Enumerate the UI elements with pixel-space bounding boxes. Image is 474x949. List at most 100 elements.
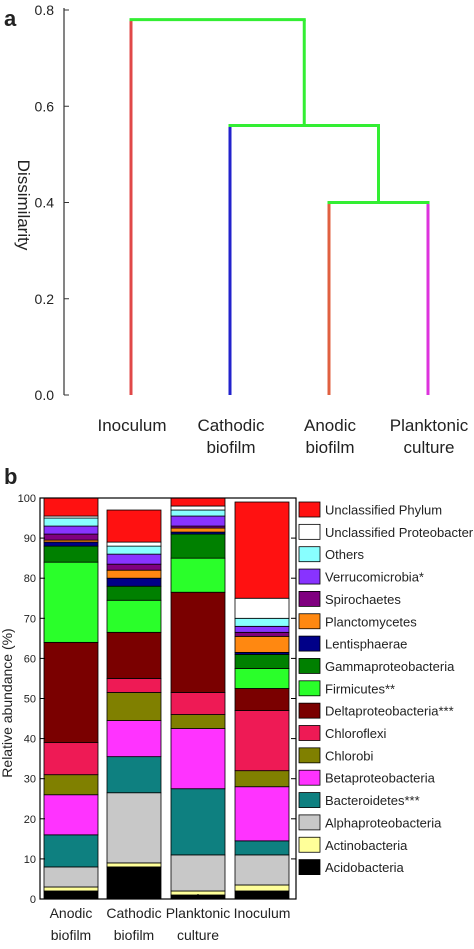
legend-label: Betaproteobacteria <box>325 771 436 786</box>
bar-segment <box>234 786 290 842</box>
bar-segment <box>43 541 99 547</box>
dendrogram-leaf-label: Planktonic <box>390 416 469 435</box>
bar-segment <box>43 525 99 535</box>
legend-swatch <box>298 635 321 652</box>
dendrogram-tick-label: 0.6 <box>35 98 55 114</box>
dendrogram-leaf-label: biofilm <box>305 438 354 457</box>
dendrogram-leaf-label: culture <box>403 438 454 457</box>
bar-segment <box>43 886 99 892</box>
dendrogram-leaf-labels: Inoculum Cathodic biofilm Anodic biofilm Plan… <box>98 416 469 457</box>
bar-y-tick-label: 40 <box>24 734 36 746</box>
legend-swatch <box>298 613 321 630</box>
legend-swatch <box>298 591 321 607</box>
bar-segment <box>170 854 226 892</box>
bar-segment <box>234 854 290 886</box>
legend-label: Gammaproteobacteria <box>325 659 455 674</box>
bar-y-tick-label: 60 <box>24 653 36 665</box>
bar-segment <box>170 527 226 533</box>
legend-swatch <box>298 568 321 585</box>
legend-swatch <box>298 725 321 741</box>
legend-label: Alphaproteobacteria <box>325 815 442 830</box>
bar-segment <box>106 563 162 571</box>
bar-segment <box>106 866 162 900</box>
bar-segment <box>106 545 162 555</box>
bar-segment <box>170 497 226 507</box>
bar-segment <box>234 635 290 653</box>
legend-label: Lentisphaerae <box>325 637 407 652</box>
bar-segment <box>43 545 99 563</box>
bar-category-label: biofilm <box>114 927 154 943</box>
bar-segment <box>43 561 99 643</box>
bar-segment <box>106 569 162 579</box>
bar-segment <box>234 617 290 627</box>
legend-swatch <box>298 680 321 697</box>
bar-category-label: culture <box>177 927 219 943</box>
bar-segment <box>43 774 99 796</box>
bar-segment <box>106 599 162 633</box>
bar-segment <box>234 688 290 711</box>
bar-segment <box>43 866 99 888</box>
legend-swatch <box>298 792 321 808</box>
bar-segment <box>234 770 290 788</box>
legend-label: Planctomycetes <box>325 614 417 629</box>
bar-plot-frame: 0 10 20 30 40 50 60 70 80 90 100 <box>18 493 297 906</box>
bar-segment <box>106 792 162 864</box>
dendrogram-tick-label: 0.0 <box>35 387 55 403</box>
legend-label: Unclassified Phylum <box>325 503 442 518</box>
bar-segment <box>43 834 99 868</box>
legend-swatch <box>298 702 321 719</box>
legend-swatch <box>298 814 321 831</box>
bar-segment <box>43 742 99 776</box>
bar-y-tick-label: 70 <box>24 613 36 625</box>
panel-a-label: a <box>4 6 17 31</box>
legend-label: Unclassified Proteobacteria <box>325 525 474 540</box>
bar-segment <box>234 653 290 669</box>
dendrogram-tick-label: 0.4 <box>35 195 55 211</box>
bar-y-tick-label: 50 <box>24 694 36 706</box>
dendrogram-tick-label: 0.8 <box>35 2 55 18</box>
dendrogram-panel: a 0.0 0.2 0.4 0.6 0.8 Dissimilarity Inoculum… <box>4 2 469 457</box>
dendrogram-leaf-label: Anodic <box>304 416 356 435</box>
bar-segment <box>234 710 290 772</box>
bar-segment <box>170 714 226 729</box>
legend-label: Spirochaetes <box>325 592 401 607</box>
bar-segment <box>234 840 290 856</box>
panel-b-label: b <box>4 464 17 489</box>
legend-swatch <box>298 859 321 875</box>
bar-segment <box>43 641 99 744</box>
bar-segment <box>43 533 99 541</box>
bar-segment <box>234 597 290 619</box>
bar-segment <box>106 678 162 693</box>
bar-segment <box>234 884 290 892</box>
bar-segment <box>106 541 162 547</box>
bar-segment <box>170 788 226 856</box>
dendrogram-leaf-label: Inoculum <box>98 416 167 435</box>
bar-segment <box>234 625 290 633</box>
legend-swatch <box>298 747 321 764</box>
dendrogram-y-axis-label: Dissimilarity <box>14 160 33 251</box>
legend-swatch <box>298 501 321 518</box>
dendrogram-leaves <box>129 19 430 395</box>
legend-swatch <box>298 658 321 674</box>
legend-swatch <box>298 523 321 540</box>
legend-label: Bacteroidetes*** <box>325 793 420 808</box>
dendrogram-leaf-label: Cathodic <box>197 416 265 435</box>
bar-segment <box>106 585 162 601</box>
bar-segment <box>170 533 226 559</box>
dendrogram-leaf-label: biofilm <box>206 438 255 457</box>
bar-y-axis-label: Relative abundance (%) <box>0 628 15 777</box>
bar-segment <box>106 692 162 721</box>
bar-segment <box>106 631 162 679</box>
bar-y-tick-label: 90 <box>24 533 36 545</box>
bar-category-label: Anodic <box>50 905 93 921</box>
bar-segment <box>170 728 226 790</box>
legend-label: Firmicutes** <box>325 681 395 696</box>
bar-y-tick-label: 100 <box>18 493 36 505</box>
bar-segment <box>106 720 162 758</box>
legend-swatch <box>298 546 321 563</box>
legend-swatch <box>298 836 321 853</box>
bar-segment <box>170 692 226 715</box>
bar-category-label: biofilm <box>51 927 91 943</box>
bar-y-tick-label: 30 <box>24 774 36 786</box>
